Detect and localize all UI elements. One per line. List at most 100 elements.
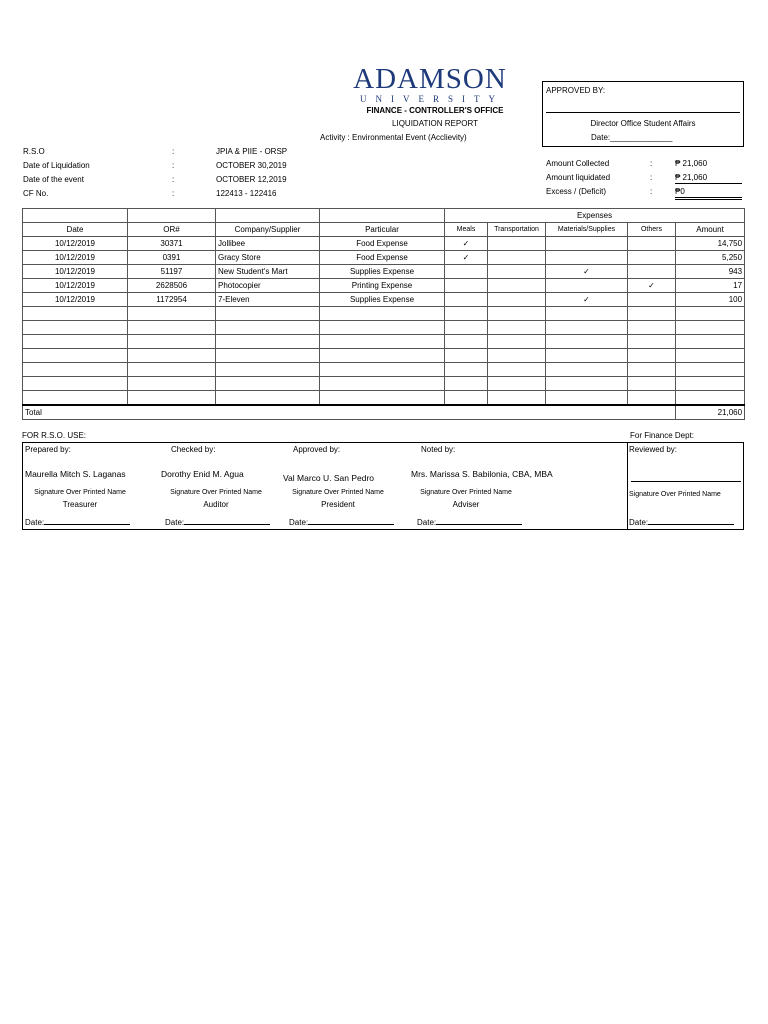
- signer-heading: Approved by:: [293, 445, 341, 454]
- table-cell: 2628506: [127, 278, 216, 293]
- finance-label: For Finance Dept:: [630, 431, 695, 440]
- table-cell: New Student's Mart: [215, 264, 320, 279]
- info-label: CF No.: [23, 189, 49, 198]
- column-header: Meals: [444, 222, 488, 237]
- table-cell: Supplies Expense: [319, 292, 445, 307]
- signer-heading: Prepared by:: [25, 445, 71, 454]
- empty-cell: [22, 334, 128, 349]
- office-title: FINANCE - CONTROLLER'S OFFICE: [366, 106, 504, 115]
- info-label: R.S.O: [23, 147, 45, 156]
- table-row: 10/12/2019 30371 Jollibee Food Expense ✓ 14,7…: [22, 236, 746, 251]
- header-blank: [127, 208, 216, 223]
- info-separator: :: [172, 161, 175, 170]
- info-value: OCTOBER 12,2019: [216, 175, 287, 184]
- empty-cell: [444, 334, 488, 349]
- table-row: 10/12/2019 0391 Gracy Store Food Expense ✓ 5,…: [22, 250, 746, 265]
- table-cell: [487, 278, 546, 293]
- approval-box: APPROVED BY: Director Office Student Aff…: [542, 81, 744, 147]
- empty-cell: [674, 390, 746, 406]
- approval-date: Date:______________: [591, 133, 673, 142]
- empty-cell: [627, 348, 676, 363]
- table-cell: Food Expense: [319, 236, 445, 251]
- amount-value: ₱ 21,060: [675, 159, 708, 168]
- activity: Activity : Environmental Event (Acclievi…: [320, 133, 467, 142]
- column-header: Materials/Supplies: [545, 222, 628, 237]
- column-header: Company/Supplier: [215, 222, 320, 237]
- total-row: Total 21,060: [22, 404, 746, 420]
- empty-cell: [674, 306, 746, 321]
- empty-cell: [627, 390, 676, 406]
- table-cell: 7-Eleven: [215, 292, 320, 307]
- empty-cell: [674, 320, 746, 335]
- empty-row: [22, 320, 746, 335]
- date-label: Date:: [289, 518, 309, 527]
- date-line: [308, 516, 395, 525]
- finance-divider: [627, 443, 628, 529]
- empty-cell: [444, 390, 488, 406]
- table-cell: [545, 278, 628, 293]
- empty-cell: [487, 390, 546, 406]
- empty-cell: [215, 390, 320, 406]
- signer-name: Dorothy Enid M. Agua: [161, 469, 244, 479]
- empty-cell: [215, 306, 320, 321]
- empty-row: [22, 390, 746, 406]
- signature-caption: Signature Over Printed Name: [170, 489, 262, 496]
- table-cell: [545, 236, 628, 251]
- total-label: Total: [22, 404, 676, 420]
- empty-cell: [627, 306, 676, 321]
- date-label: Date:: [629, 518, 649, 527]
- table-cell: 1172954: [127, 292, 216, 307]
- table-cell: [627, 250, 676, 265]
- empty-cell: [487, 348, 546, 363]
- column-header: Others: [627, 222, 676, 237]
- info-value: JPIA & PIIE - ORSP: [216, 147, 288, 156]
- empty-cell: [22, 348, 128, 363]
- signature-caption: Signature Over Printed Name: [292, 489, 384, 496]
- empty-cell: [545, 306, 628, 321]
- empty-cell: [545, 376, 628, 391]
- empty-cell: [627, 376, 676, 391]
- info-label: Date of Liquidation: [23, 161, 90, 170]
- signature-box: Prepared by: Maurella Mitch S. Laganas Sig…: [22, 442, 744, 530]
- empty-cell: [545, 320, 628, 335]
- empty-cell: [22, 306, 128, 321]
- amount-separator: :: [650, 159, 653, 168]
- table-cell: 14,750: [674, 236, 746, 251]
- empty-cell: [127, 306, 216, 321]
- empty-cell: [127, 320, 216, 335]
- table-cell: ✓: [545, 292, 628, 307]
- table-cell: 51197: [127, 264, 216, 279]
- date-field: Date:: [629, 516, 735, 528]
- column-header: Particular: [319, 222, 445, 237]
- adamson-logo: ADAMSON: [353, 63, 507, 95]
- info-value: 122413 - 122416: [216, 189, 277, 198]
- info-label: Date of the event: [23, 175, 84, 184]
- empty-cell: [627, 334, 676, 349]
- empty-cell: [215, 334, 320, 349]
- empty-cell: [127, 362, 216, 377]
- table-row: 10/12/2019 51197 New Student's Mart Supplie…: [22, 264, 746, 279]
- empty-cell: [22, 390, 128, 406]
- empty-cell: [22, 362, 128, 377]
- empty-row: [22, 376, 746, 391]
- empty-cell: [22, 376, 128, 391]
- amount-label: Amount Collected: [546, 159, 610, 168]
- info-separator: :: [172, 189, 175, 198]
- table-cell: 30371: [127, 236, 216, 251]
- signer-role: Adviser: [452, 500, 480, 509]
- empty-cell: [674, 334, 746, 349]
- date-line: [184, 516, 271, 525]
- expenses-header: Expenses: [443, 208, 746, 223]
- amount-value: ₱0: [675, 187, 742, 200]
- signer-role: Auditor: [203, 500, 229, 509]
- empty-cell: [545, 362, 628, 377]
- expenses-table: Expenses Date OR# Company/Supplier Particul…: [22, 208, 746, 420]
- table-cell: Jollibee: [215, 236, 320, 251]
- empty-cell: [215, 320, 320, 335]
- signature-caption: Signature Over Printed Name: [34, 489, 126, 496]
- table-cell: [487, 250, 546, 265]
- empty-cell: [319, 376, 445, 391]
- table-cell: [627, 236, 676, 251]
- amount-separator: :: [650, 173, 653, 182]
